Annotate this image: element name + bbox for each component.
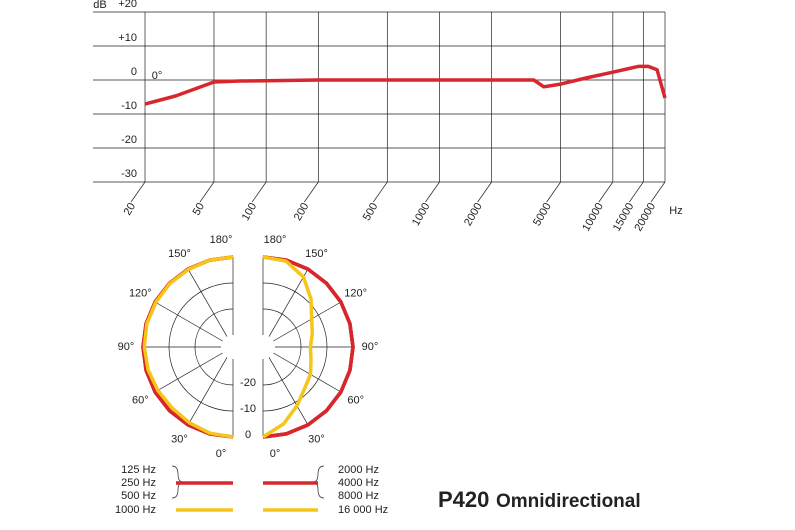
legend-label: 8000 Hz <box>338 490 379 502</box>
grid-spoke <box>273 352 342 393</box>
legend-label: 16 000 Hz <box>338 504 388 516</box>
x-tick-label: 2000 <box>462 201 485 228</box>
y-axis-label: dB <box>93 0 106 11</box>
x-tick <box>199 181 215 203</box>
x-tick <box>251 181 267 203</box>
x-tick-label: 20 <box>122 201 139 218</box>
r-tick-label: -10 <box>240 403 256 415</box>
x-tick <box>477 181 492 203</box>
angle-label: 120° <box>344 287 367 299</box>
r-tick-label: 0 <box>245 429 251 441</box>
angle-label: 90° <box>362 341 379 353</box>
angle-label: 180° <box>264 234 287 246</box>
grid-spoke <box>273 301 342 342</box>
angle-label: 30° <box>308 434 325 446</box>
grid-spoke <box>268 357 309 426</box>
y-tick-label: -10 <box>121 100 137 112</box>
grid-spoke <box>154 301 223 342</box>
grid-spoke <box>187 268 228 337</box>
response-line <box>144 64 667 106</box>
grid-spoke <box>268 268 309 337</box>
y-tick-label: +10 <box>118 32 137 44</box>
angle-label: 180° <box>210 234 233 246</box>
angle-label: 150° <box>305 248 328 260</box>
x-tick-label: 20000 <box>632 201 658 233</box>
x-tick <box>304 181 319 203</box>
y-tick-label: 0 <box>131 66 137 78</box>
x-tick <box>373 181 388 203</box>
x-tick <box>629 181 644 203</box>
angle-label: 120° <box>129 287 152 299</box>
x-tick-label: 500 <box>361 201 381 223</box>
x-tick-label: 100 <box>240 201 260 223</box>
series-label: 0° <box>152 70 163 82</box>
x-tick-label: 1000 <box>410 201 433 228</box>
x-tick-label: 200 <box>292 201 312 223</box>
x-axis-label: Hz <box>669 205 682 217</box>
polar-line <box>262 255 315 439</box>
x-tick-label: 5000 <box>531 201 554 228</box>
angle-label: 0° <box>270 448 281 460</box>
legend-label: 125 Hz <box>121 464 156 476</box>
x-tick-label: 10000 <box>580 201 606 233</box>
r-tick-label: -20 <box>240 377 256 389</box>
angle-label: 60° <box>132 394 149 406</box>
polar-line <box>142 255 234 439</box>
legend-label: 500 Hz <box>121 490 156 502</box>
legend-label: 2000 Hz <box>338 464 379 476</box>
grid-spoke <box>154 352 223 393</box>
angle-label: 60° <box>347 394 364 406</box>
legend-label: 250 Hz <box>121 477 156 489</box>
x-tick-label: 50 <box>191 201 208 218</box>
angle-label: 0° <box>216 448 227 460</box>
polar-line <box>262 255 355 439</box>
angle-label: 30° <box>171 434 188 446</box>
legend-label: 4000 Hz <box>338 477 379 489</box>
x-tick <box>546 181 561 203</box>
product-model: P420 <box>438 487 489 512</box>
y-tick-label: -20 <box>121 134 137 146</box>
x-tick <box>650 181 666 203</box>
legend-label: 1000 Hz <box>115 504 156 516</box>
grid-spoke <box>187 357 228 426</box>
y-tick-label: +20 <box>118 0 137 10</box>
angle-label: 90° <box>118 341 135 353</box>
x-tick <box>130 181 146 203</box>
angle-label: 150° <box>168 248 191 260</box>
x-tick <box>425 181 440 203</box>
x-tick <box>598 181 614 203</box>
y-tick-label: -30 <box>121 168 137 180</box>
pattern-name: Omnidirectional <box>496 491 641 512</box>
